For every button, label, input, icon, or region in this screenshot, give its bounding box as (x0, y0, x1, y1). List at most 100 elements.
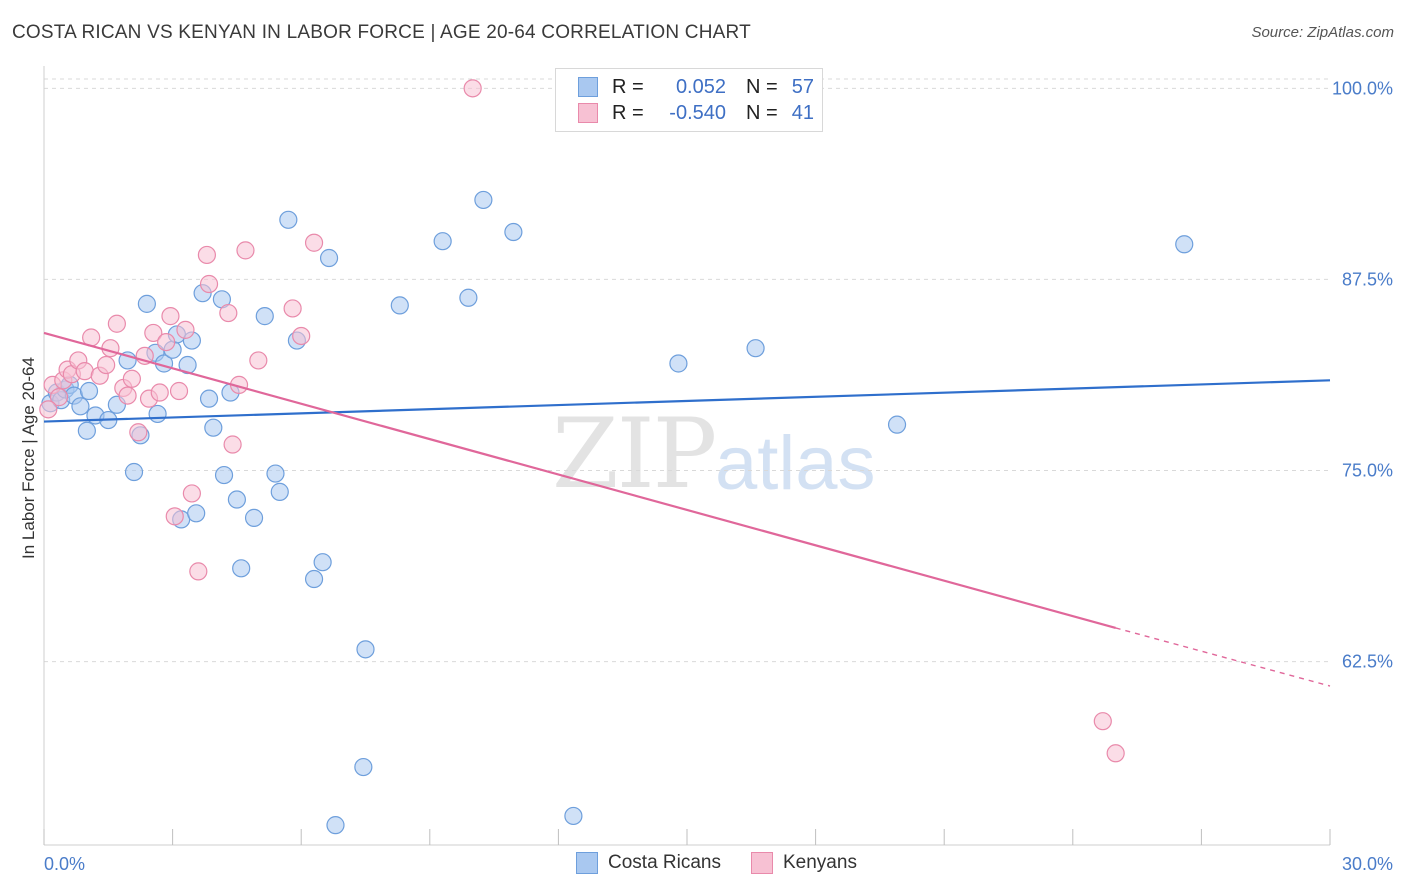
y-tick-label: 75.0% (1342, 460, 1393, 480)
point-kenyans (249, 351, 268, 370)
chart-source: Source: ZipAtlas.com (1251, 24, 1394, 41)
point-costa-ricans (79, 381, 99, 401)
point-costa-ricans (255, 307, 274, 326)
point-costa-ricans (319, 248, 339, 268)
point-costa-ricans (459, 288, 478, 307)
trend-line-kenyans-extension (1115, 627, 1331, 687)
point-costa-ricans (227, 490, 246, 509)
point-costa-ricans (244, 508, 264, 527)
point-kenyans (182, 484, 201, 503)
watermark-zip: ZIP (552, 398, 717, 510)
legend-label-costa-ricans: Costa Ricans (608, 852, 721, 873)
point-kenyans (219, 303, 238, 323)
point-kenyans (223, 435, 242, 454)
legend-swatch-kenyans (751, 852, 773, 874)
y-tick-label: 100.0% (1332, 78, 1393, 98)
trend-line-costa-ricans (43, 379, 1331, 423)
point-costa-ricans (148, 404, 167, 424)
data-points (39, 79, 1194, 835)
x-tick-label: 0.0% (44, 854, 85, 874)
legend-swatch-kenyans (578, 103, 598, 123)
point-costa-ricans (137, 294, 156, 313)
point-kenyans (463, 79, 482, 98)
point-kenyans (101, 339, 120, 358)
point-kenyans (161, 307, 180, 326)
legend-item-kenyans[interactable]: Kenyans (751, 852, 857, 874)
point-costa-ricans (266, 464, 285, 483)
point-kenyans (283, 299, 302, 318)
legend-item-costa-ricans[interactable]: Costa Ricans (576, 852, 721, 874)
point-costa-ricans (504, 222, 523, 242)
point-kenyans (122, 369, 141, 388)
legend-row-kenyans: R = -0.540 N = 41 (578, 100, 814, 126)
trend-lines (43, 331, 1331, 687)
point-kenyans (197, 245, 216, 265)
point-costa-ricans (356, 640, 375, 659)
point-kenyans (199, 274, 219, 294)
point-costa-ricans (746, 339, 765, 358)
point-costa-ricans (77, 421, 96, 440)
legend-n-label: N = (746, 101, 778, 124)
point-kenyans (1093, 712, 1112, 731)
legend-n-value: 57 (791, 75, 814, 98)
point-costa-ricans (279, 210, 298, 229)
x-tick-label: 30.0% (1342, 854, 1393, 874)
point-kenyans (144, 323, 163, 343)
legend-row-costa-ricans: R = 0.052 N = 57 (578, 74, 814, 100)
point-costa-ricans (304, 569, 324, 589)
point-kenyans (157, 332, 176, 352)
legend-r-label: R = (612, 101, 644, 124)
point-kenyans (97, 355, 116, 375)
y-tick-label: 87.5% (1342, 269, 1393, 289)
legend-label-kenyans: Kenyans (783, 852, 857, 873)
point-kenyans (75, 362, 94, 381)
point-costa-ricans (71, 397, 90, 416)
legend-swatch-costa-ricans (576, 852, 598, 874)
legend-swatch-costa-ricans (578, 77, 598, 97)
legend-r-value: 0.052 (675, 75, 726, 98)
watermark-atlas: atlas (715, 421, 876, 506)
point-costa-ricans (887, 415, 907, 434)
point-kenyans (292, 326, 311, 346)
point-kenyans (150, 383, 169, 402)
axis-labels: 62.5% 75.0% 87.5% 100.0% 0.0% 30.0% In Labor F… (19, 78, 1393, 874)
point-costa-ricans (474, 190, 493, 210)
point-kenyans (49, 388, 69, 407)
point-kenyans (236, 241, 255, 260)
point-costa-ricans (564, 806, 583, 826)
point-kenyans (1106, 744, 1125, 763)
point-costa-ricans (1175, 235, 1194, 254)
trend-line-kenyans (43, 331, 1116, 629)
chart-title: COSTA RICAN VS KENYAN IN LABOR FORCE | A… (12, 22, 751, 43)
legend-n-value: 41 (791, 101, 814, 124)
point-costa-ricans (669, 354, 688, 373)
legend-n-label: N = (746, 75, 778, 98)
point-costa-ricans (433, 232, 452, 251)
point-kenyans (118, 386, 137, 405)
legend-r-value: -0.540 (669, 101, 726, 124)
y-tick-label: 62.5% (1342, 652, 1393, 672)
axes (43, 66, 1331, 846)
point-costa-ricans (313, 553, 332, 572)
point-costa-ricans (326, 816, 345, 835)
correlation-legend: R = 0.052 N = 57 R = -0.540 N = 41 (555, 68, 823, 132)
point-costa-ricans (354, 757, 373, 777)
point-costa-ricans (214, 465, 234, 485)
point-kenyans (165, 507, 184, 526)
point-kenyans (39, 400, 58, 419)
point-kenyans (107, 314, 126, 333)
point-costa-ricans (270, 482, 289, 501)
point-kenyans (189, 562, 208, 581)
point-costa-ricans (199, 389, 219, 408)
point-costa-ricans (204, 418, 223, 437)
point-kenyans (304, 233, 324, 252)
point-costa-ricans (390, 296, 409, 315)
point-costa-ricans (124, 462, 144, 482)
point-kenyans (169, 381, 189, 401)
point-costa-ricans (187, 504, 206, 523)
point-kenyans (129, 423, 148, 442)
y-axis-label: In Labor Force | Age 20-64 (19, 357, 38, 559)
point-costa-ricans (232, 559, 251, 578)
legend-r-label: R = (612, 75, 644, 98)
